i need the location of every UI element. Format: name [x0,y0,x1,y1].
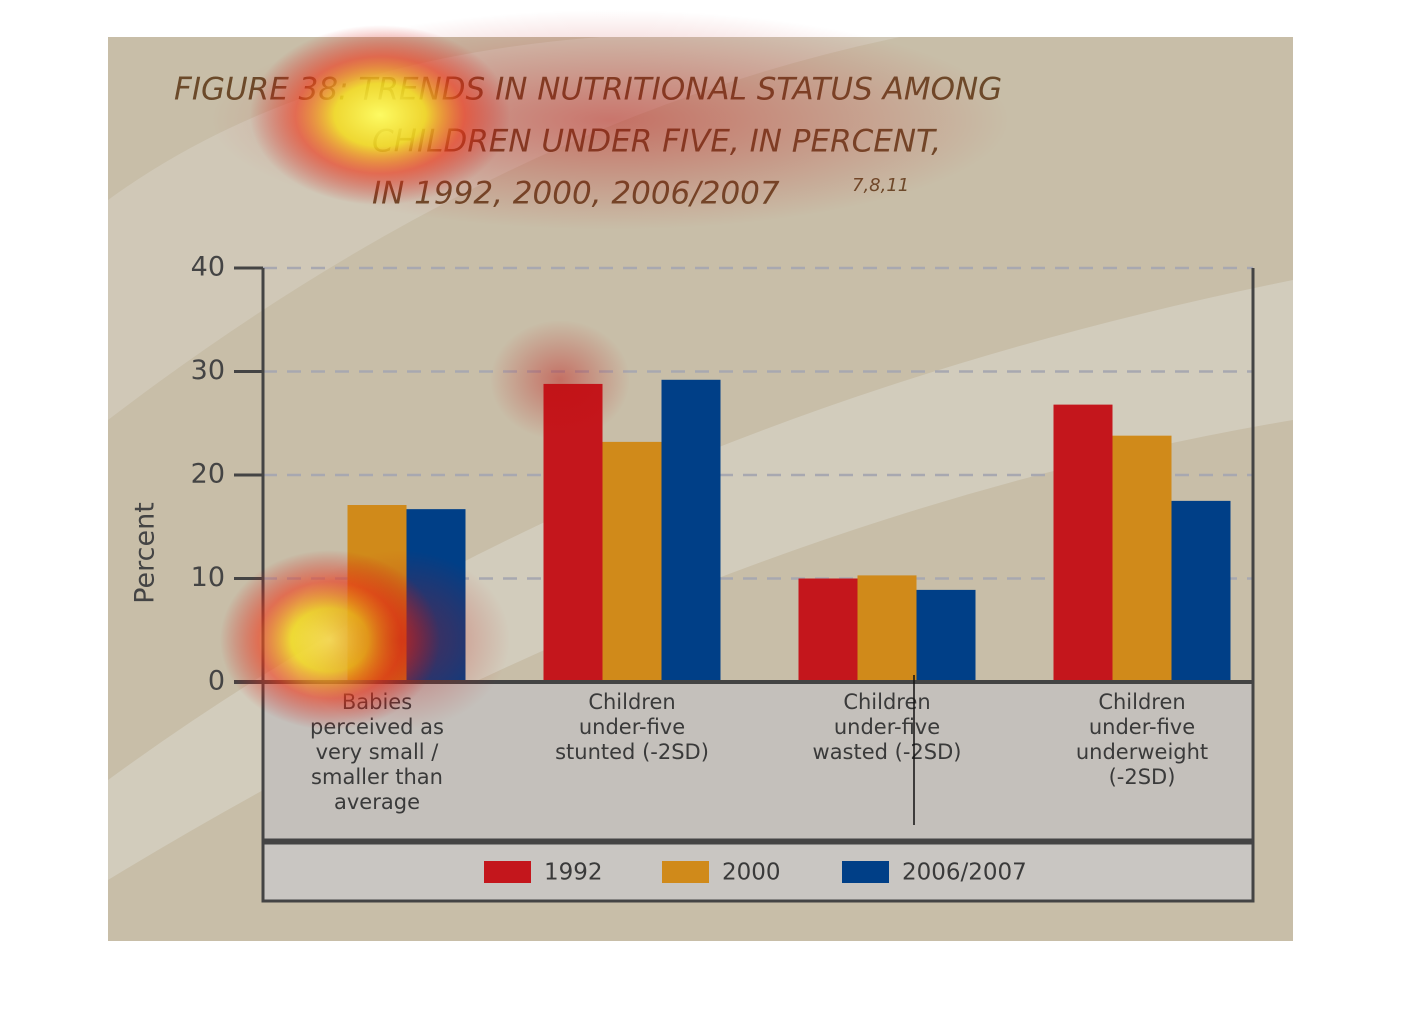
heatmap [290,550,510,730]
x-tick-label: Children under-five wasted (-2SD) [813,690,962,764]
legend-swatch [842,861,889,883]
y-axis-label: Percent [130,502,161,604]
x-tick-label-line: smaller than [311,765,443,789]
legend-swatch [484,861,531,883]
bar [798,578,858,682]
x-tick-label-line: Children [843,690,930,714]
x-tick-label-line: under-five [834,715,940,739]
bar [916,589,976,682]
bar [1053,404,1113,682]
x-tick-label-line: average [334,790,420,814]
y-tick-label: 20 [191,459,225,490]
legend-swatch [662,861,709,883]
x-tick-label-line: underweight [1076,740,1208,764]
y-tick-label: 0 [208,666,225,697]
legend-label: 2000 [722,860,781,886]
bar [1171,500,1231,682]
legend-label: 1992 [544,860,603,886]
legend-label: 2006/2007 [902,860,1027,886]
x-tick-label-line: wasted (-2SD) [813,740,962,764]
x-tick-label-line: Children [588,690,675,714]
y-tick-label: 10 [191,562,225,593]
x-tick-label-line: stunted (-2SD) [555,740,709,764]
bar [661,379,721,682]
heatmap [490,320,630,440]
x-tick-label-line: Children [1098,690,1185,714]
bar [857,575,917,682]
y-tick-label: 40 [191,252,225,283]
x-tick-label-line: under-five [579,715,685,739]
heatmap [250,25,510,205]
x-tick-label-line: very small / [316,740,440,764]
bar [602,441,662,682]
bar [1112,435,1172,682]
x-tick-label-line: (-2SD) [1109,765,1176,789]
x-tick-label-line: under-five [1089,715,1195,739]
y-tick-label: 30 [191,355,225,386]
x-tick-label: Children under-five underweight (-2SD) [1076,690,1208,789]
x-tick-label: Children under-five stunted (-2SD) [555,690,709,764]
